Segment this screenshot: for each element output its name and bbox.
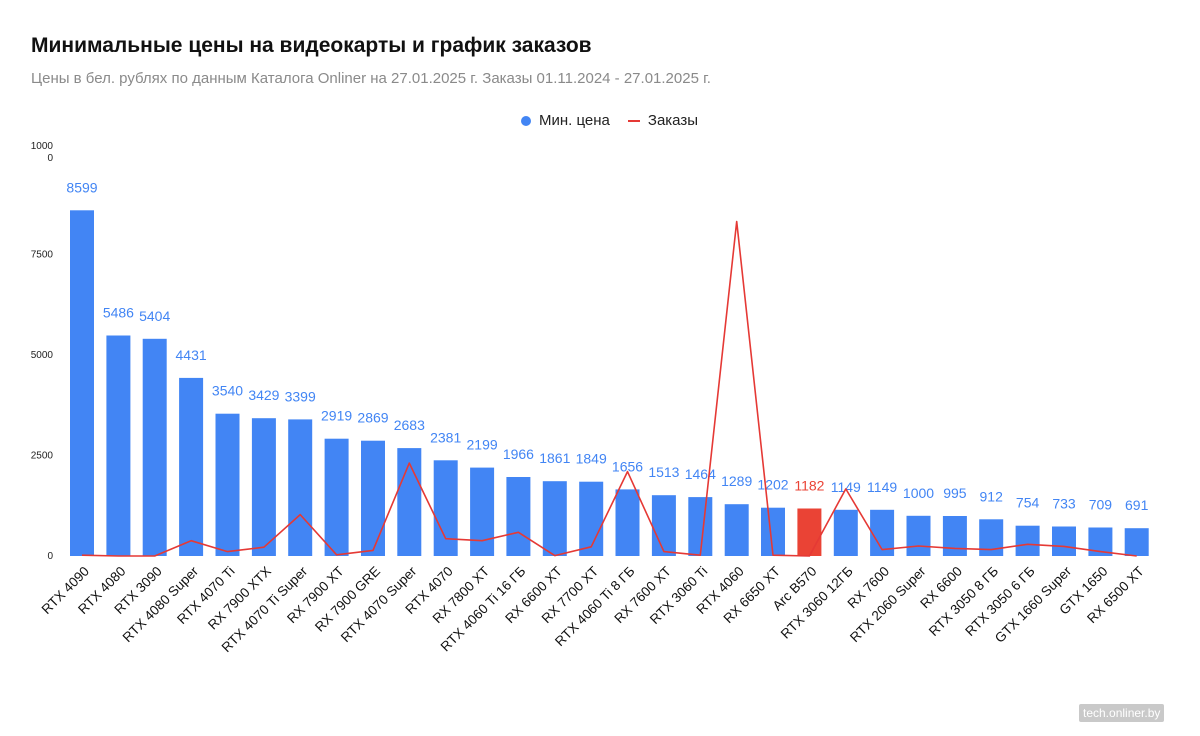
bars — [70, 210, 1149, 557]
bar-value-label: 5404 — [139, 308, 170, 324]
bar — [979, 519, 1004, 556]
bar — [70, 210, 94, 557]
bar-value-label: 691 — [1125, 497, 1149, 513]
bar-value-label: 2869 — [357, 410, 388, 426]
bar — [324, 438, 349, 556]
bar — [579, 481, 604, 556]
bar-value-label: 3399 — [285, 388, 316, 404]
legend-line-label: Заказы — [647, 112, 699, 129]
legend-bar-swatch — [521, 115, 531, 126]
bar-value-label: 995 — [943, 485, 967, 501]
bar-value-label: 912 — [980, 488, 1004, 504]
bar-value-label: 3429 — [248, 387, 279, 403]
bar-value-label: 3540 — [212, 383, 243, 399]
y-tick-label: 7500 — [31, 250, 54, 261]
orders-line — [81, 220, 1137, 557]
bar-value-label: 1861 — [539, 450, 570, 466]
bar-value-label: 1849 — [576, 451, 607, 467]
bar-value-label: 4431 — [176, 347, 207, 363]
bar — [942, 516, 967, 556]
legend-line-swatch — [627, 119, 640, 122]
bar — [433, 460, 458, 556]
watermark: tech.onliner.by — [1079, 704, 1165, 722]
bar — [906, 515, 931, 556]
bar-value-label: 1149 — [867, 479, 897, 495]
legend-bar-label: Мин. цена — [539, 112, 610, 129]
bar — [470, 467, 495, 556]
bar-value-label: 1289 — [721, 473, 752, 489]
bar — [651, 495, 676, 556]
y-tick-label: 5000 — [31, 350, 54, 361]
bar — [833, 509, 858, 556]
orders-line-path — [81, 220, 1137, 557]
bar-value-label: 2199 — [467, 437, 498, 453]
bar-value-label: 2919 — [321, 408, 352, 424]
bar — [688, 497, 713, 556]
bar-value-label: 1513 — [648, 464, 679, 480]
bar — [1124, 528, 1149, 556]
bar-value-label: 1149 — [831, 479, 861, 495]
bar — [361, 440, 385, 556]
bar — [288, 419, 313, 556]
bar — [397, 448, 422, 556]
bar — [179, 377, 204, 556]
value-labels: 8599 5486 5404 4431 3540 3429 3399 2919 2869 2683… — [66, 179, 1148, 513]
bar — [106, 335, 131, 556]
bar-value-label: 733 — [1052, 496, 1076, 512]
bar-value-label: 709 — [1089, 497, 1113, 513]
bar-value-label: 1656 — [612, 458, 643, 474]
bar-value-label: 5486 — [103, 305, 134, 321]
bar-value-label: 2683 — [394, 417, 425, 433]
bar-value-label: 1202 — [757, 477, 788, 493]
bar — [506, 477, 531, 556]
bar — [142, 338, 167, 556]
bar-value-label: 2381 — [430, 429, 461, 445]
chart-subtitle: Цены в бел. рублях по данным Каталога On… — [31, 70, 711, 87]
chart-title: Минимальные цены на видеокарты и график … — [31, 34, 592, 57]
y-tick-label: 2500 — [31, 451, 54, 462]
bar-value-label: 1966 — [503, 446, 534, 462]
y-tick-label: 0 — [47, 551, 53, 562]
bar — [724, 504, 749, 556]
bar-value-label: 1182 — [794, 478, 824, 494]
bar — [542, 481, 567, 556]
bar-value-label: 8599 — [66, 179, 97, 195]
bar — [615, 489, 640, 556]
bar — [251, 418, 276, 556]
bar-value-label: 1000 — [903, 485, 934, 501]
bar — [1015, 525, 1040, 556]
bar — [215, 413, 240, 556]
y-tick-label: 1000 0 — [31, 141, 54, 164]
y-axis: 0 2500 5000 7500 1000 0 — [31, 141, 54, 562]
bar-value-label: 1464 — [685, 466, 716, 482]
bar-value-label: 754 — [1016, 495, 1040, 511]
bar — [797, 508, 822, 556]
legend: Мин. цена Заказы — [521, 112, 698, 129]
bar — [1052, 526, 1076, 556]
